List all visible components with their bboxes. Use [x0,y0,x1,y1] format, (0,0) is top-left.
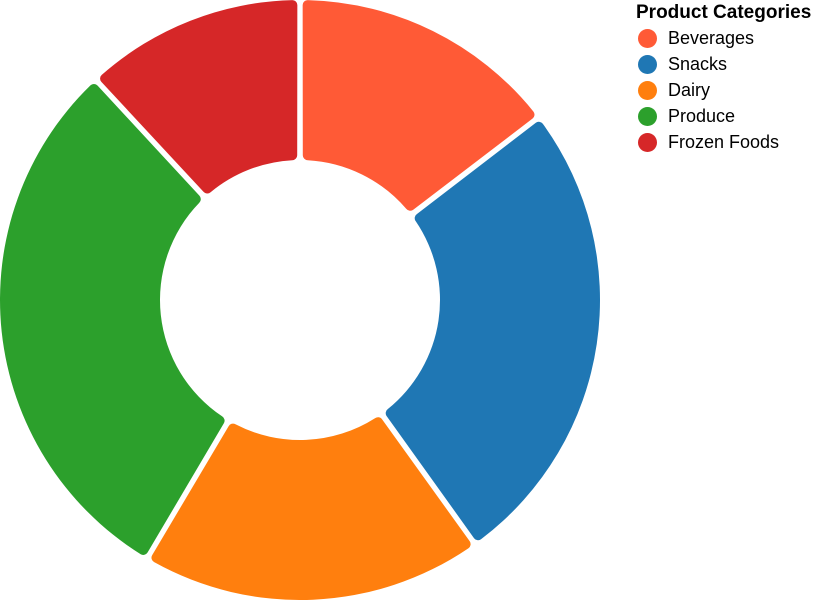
slice-frozen-foods[interactable] [100,0,298,194]
legend-label-beverages: Beverages [668,27,755,48]
legend-label-snacks: Snacks [668,53,728,74]
legend-item-frozen-foods[interactable]: Frozen Foods [636,129,840,155]
legend-item-dairy[interactable]: Dairy [636,77,840,103]
legend-swatch-beverages [638,28,657,48]
slice-snacks[interactable] [385,121,600,541]
legend-label-produce: Produce [668,105,736,126]
legend-label-frozen-foods: Frozen Foods [668,131,780,152]
slice-produce[interactable] [0,84,225,555]
legend-swatch-dairy [638,80,657,100]
legend-label-dairy: Dairy [668,79,711,100]
legend-item-produce[interactable]: Produce [636,103,840,129]
legend-swatch-frozen-foods [638,132,657,152]
legend-title: Product Categories [636,2,812,23]
slice-beverages[interactable] [302,0,535,211]
legend: Product Categories Beverages Snacks Dair… [636,0,840,155]
legend-item-beverages[interactable]: Beverages [636,25,840,51]
legend-swatch-produce [638,106,657,126]
slice-dairy[interactable] [151,417,471,600]
legend-item-snacks[interactable]: Snacks [636,51,840,77]
legend-swatch-snacks [638,54,657,74]
